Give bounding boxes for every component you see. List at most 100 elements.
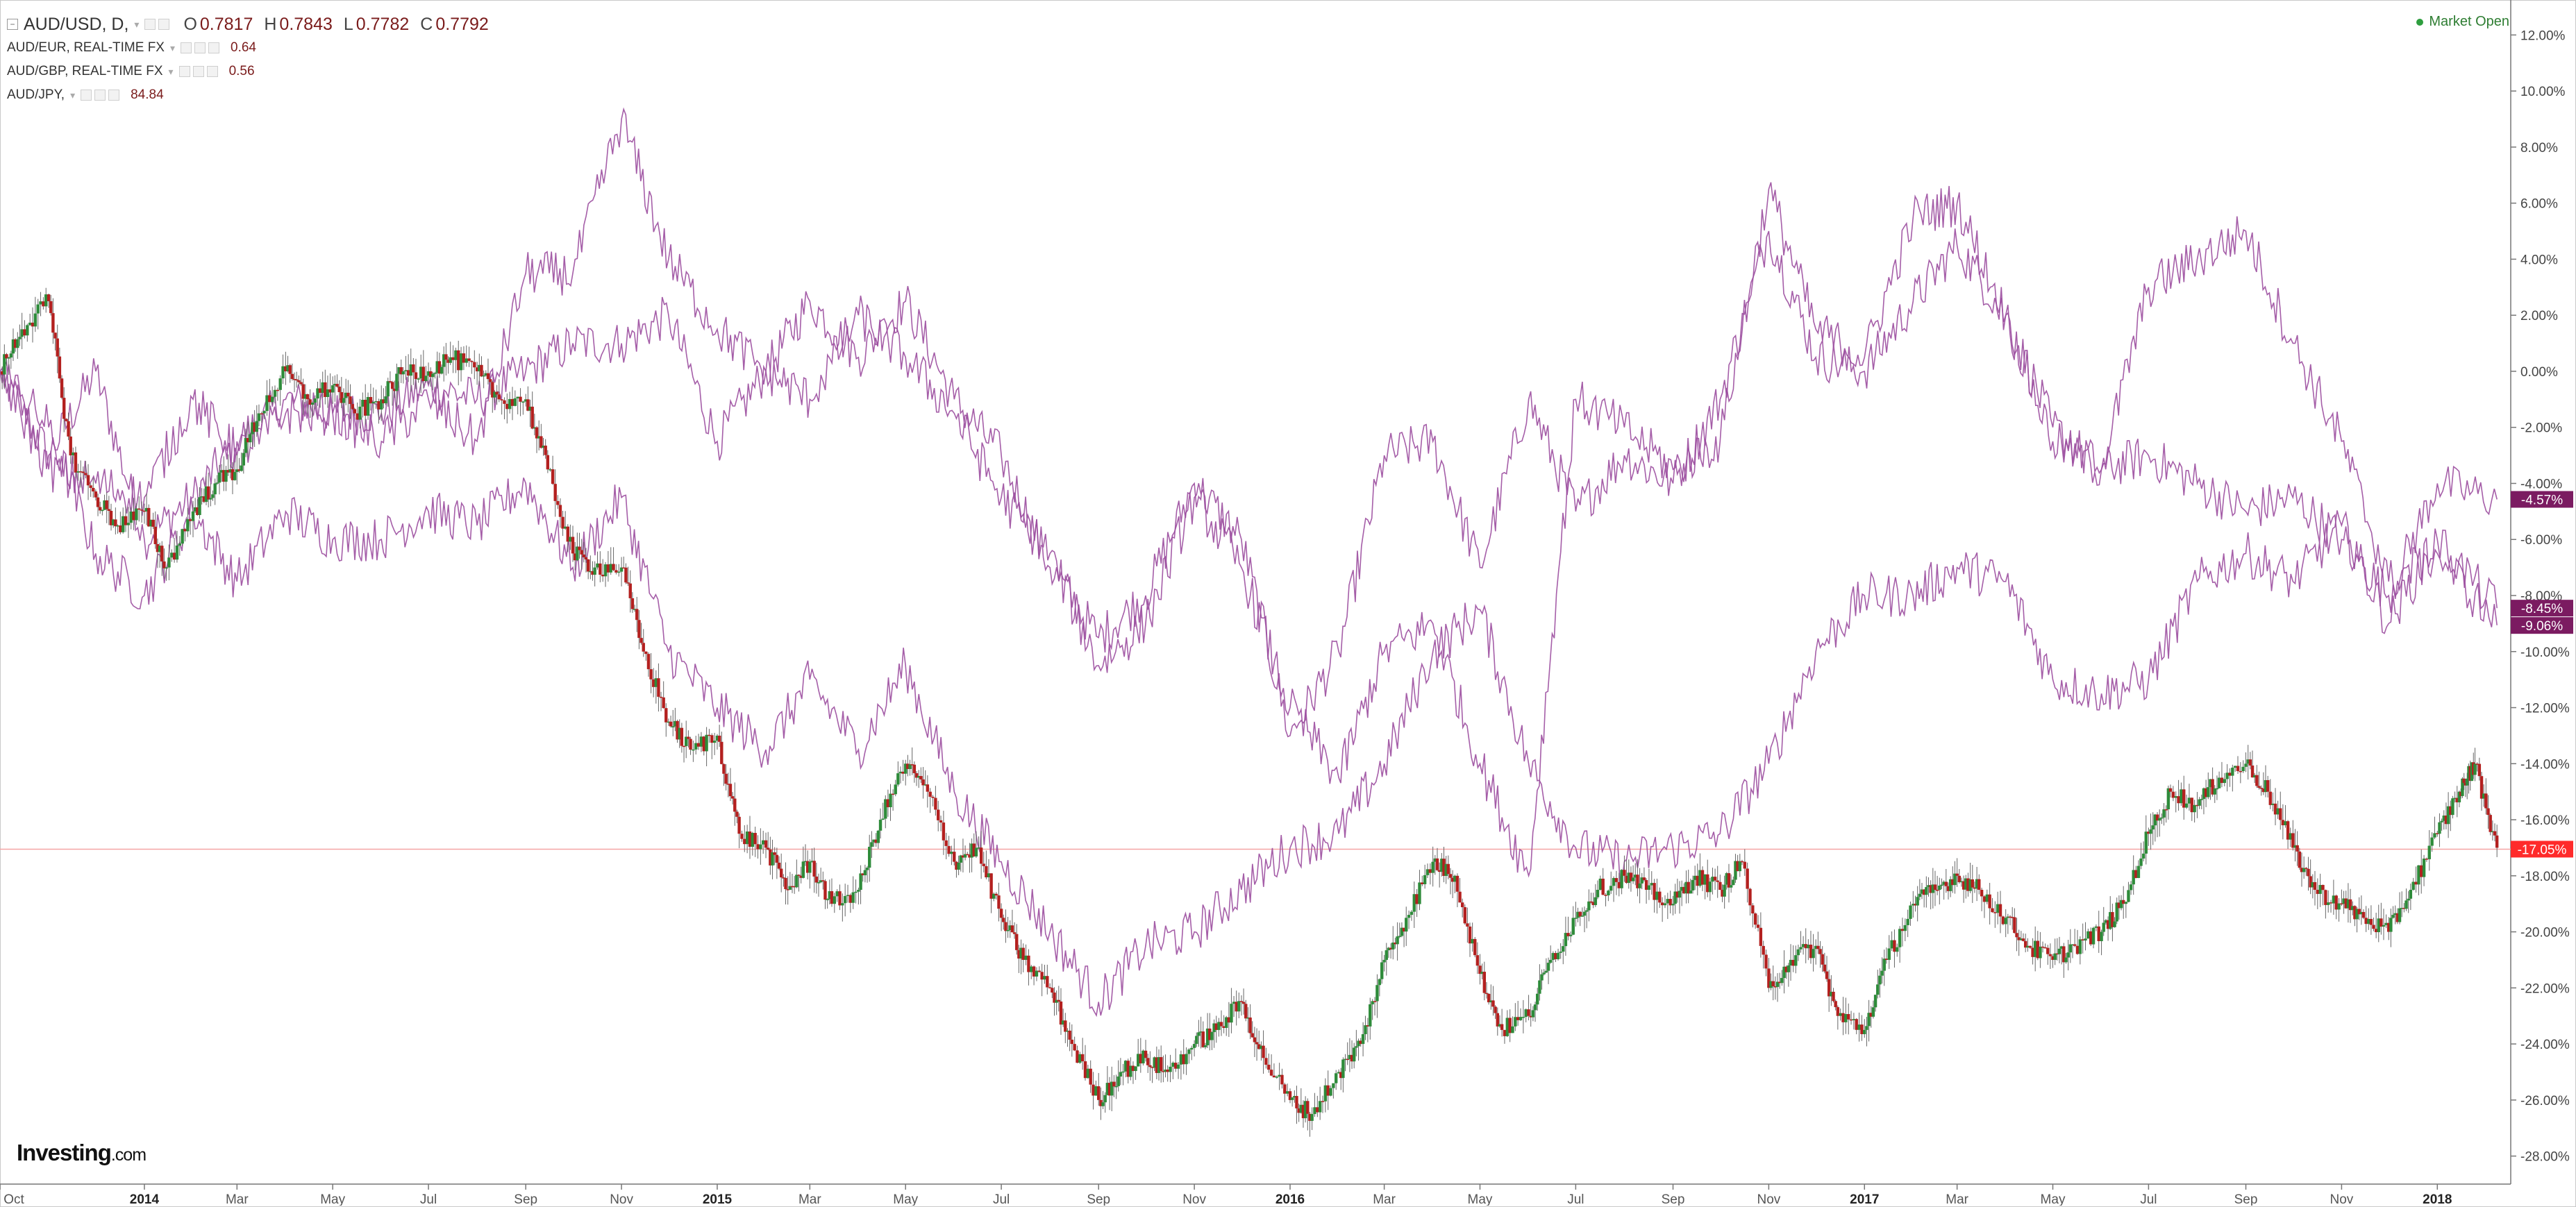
candle-body bbox=[2440, 820, 2443, 822]
settings-icon[interactable] bbox=[194, 42, 206, 53]
candle-body bbox=[1855, 1019, 1858, 1030]
candle-body bbox=[2495, 835, 2499, 848]
candle-body bbox=[2026, 945, 2030, 948]
candle-body bbox=[667, 721, 671, 723]
chevron-down-icon[interactable]: ▾ bbox=[134, 18, 140, 30]
candle-body bbox=[2451, 798, 2454, 816]
candle-body bbox=[1789, 959, 1793, 965]
compare-symbol[interactable]: AUD/EUR, REAL-TIME FX bbox=[7, 40, 165, 55]
candle-body bbox=[2479, 776, 2484, 799]
candle-body bbox=[722, 763, 726, 774]
candle-body bbox=[1405, 918, 1408, 932]
candle-body bbox=[1002, 918, 1005, 922]
compare-symbol[interactable]: AUD/JPY, bbox=[7, 87, 65, 102]
candle-body bbox=[331, 385, 335, 393]
candle-body bbox=[2438, 822, 2441, 834]
main-symbol[interactable]: AUD/USD, D, bbox=[24, 14, 129, 34]
candle-body bbox=[321, 382, 324, 394]
close-icon[interactable] bbox=[206, 66, 218, 77]
collapse-icon[interactable]: − bbox=[7, 19, 18, 30]
settings-icon[interactable] bbox=[192, 66, 204, 77]
candle-body bbox=[1521, 1017, 1525, 1018]
candle-body bbox=[33, 313, 37, 327]
eye-icon[interactable] bbox=[144, 19, 156, 30]
candle-body bbox=[626, 582, 630, 584]
candle-body bbox=[901, 771, 905, 774]
chevron-down-icon[interactable]: ▾ bbox=[168, 65, 174, 77]
candle-body bbox=[1446, 863, 1450, 875]
candle-body bbox=[1799, 947, 1803, 949]
candle-body bbox=[1849, 1019, 1853, 1021]
settings-icon[interactable] bbox=[158, 19, 170, 30]
candle-body bbox=[1148, 1065, 1152, 1067]
candle-body bbox=[654, 678, 658, 687]
candle-body bbox=[3, 354, 6, 375]
candle-body bbox=[1516, 1017, 1520, 1020]
candle-body bbox=[2324, 890, 2327, 905]
high-value: 0.7843 bbox=[279, 14, 333, 34]
candle-body bbox=[2344, 898, 2348, 909]
eye-icon[interactable] bbox=[81, 90, 92, 101]
candle-body bbox=[884, 799, 887, 819]
candle-body bbox=[2158, 818, 2161, 821]
eye-icon[interactable] bbox=[178, 66, 190, 77]
candle-body bbox=[997, 895, 1001, 909]
candle-body bbox=[977, 847, 980, 849]
candle-body bbox=[782, 877, 785, 879]
candle-body bbox=[1398, 936, 1401, 937]
chevron-down-icon[interactable]: ▾ bbox=[70, 89, 76, 101]
candle-body bbox=[1604, 895, 1607, 896]
candle-body bbox=[542, 446, 545, 448]
candle-body bbox=[1458, 891, 1462, 903]
candle-body bbox=[801, 861, 805, 878]
x-tick-label: Nov bbox=[2330, 1192, 2354, 1206]
candle-body bbox=[1410, 911, 1414, 915]
candle-body bbox=[69, 436, 72, 456]
candle-body bbox=[966, 854, 969, 856]
candle-body bbox=[371, 402, 375, 404]
candle-body bbox=[2017, 937, 2021, 940]
candle-body bbox=[1839, 1013, 1842, 1016]
candle-body bbox=[433, 373, 437, 374]
close-icon[interactable] bbox=[108, 90, 120, 101]
candle-body bbox=[1609, 886, 1613, 891]
candle-body bbox=[657, 678, 660, 697]
candle-body bbox=[2106, 920, 2110, 929]
eye-icon[interactable] bbox=[181, 42, 192, 53]
candle-body bbox=[99, 507, 102, 511]
candle-body bbox=[2266, 779, 2270, 792]
candle-body bbox=[51, 313, 55, 333]
candle-body bbox=[689, 738, 692, 750]
candle-body bbox=[401, 371, 405, 375]
settings-icon[interactable] bbox=[94, 90, 106, 101]
close-value: 0.7792 bbox=[435, 14, 489, 34]
candle-body bbox=[628, 583, 632, 598]
candle-body bbox=[1364, 1025, 1367, 1034]
investing-logo[interactable]: Investing.com bbox=[17, 1140, 147, 1166]
candle-body bbox=[1780, 978, 1784, 984]
candle-body bbox=[848, 895, 853, 903]
candle-body bbox=[2353, 906, 2357, 920]
candle-body bbox=[295, 379, 299, 381]
candle-body bbox=[775, 854, 779, 863]
candle-body bbox=[1329, 1088, 1332, 1096]
y-tick-label: -16.00% bbox=[2520, 813, 2570, 828]
candle-body bbox=[1882, 959, 1886, 971]
candle-body bbox=[1925, 887, 1928, 895]
candle-body bbox=[172, 552, 176, 560]
candle-body bbox=[1773, 986, 1778, 988]
chevron-down-icon[interactable]: ▾ bbox=[169, 42, 176, 53]
candle-body bbox=[462, 353, 466, 363]
candle-body bbox=[2055, 953, 2059, 955]
candle-body bbox=[759, 844, 762, 850]
candle-body bbox=[2010, 917, 2014, 918]
candle-body bbox=[1141, 1050, 1145, 1064]
candle-body bbox=[1650, 883, 1653, 886]
candle-body bbox=[5, 354, 8, 359]
candle-body bbox=[328, 389, 332, 393]
candle-body bbox=[262, 411, 266, 414]
close-icon[interactable] bbox=[208, 42, 220, 53]
candle-body bbox=[1288, 1091, 1292, 1100]
compare-symbol[interactable]: AUD/GBP, REAL-TIME FX bbox=[7, 64, 163, 78]
